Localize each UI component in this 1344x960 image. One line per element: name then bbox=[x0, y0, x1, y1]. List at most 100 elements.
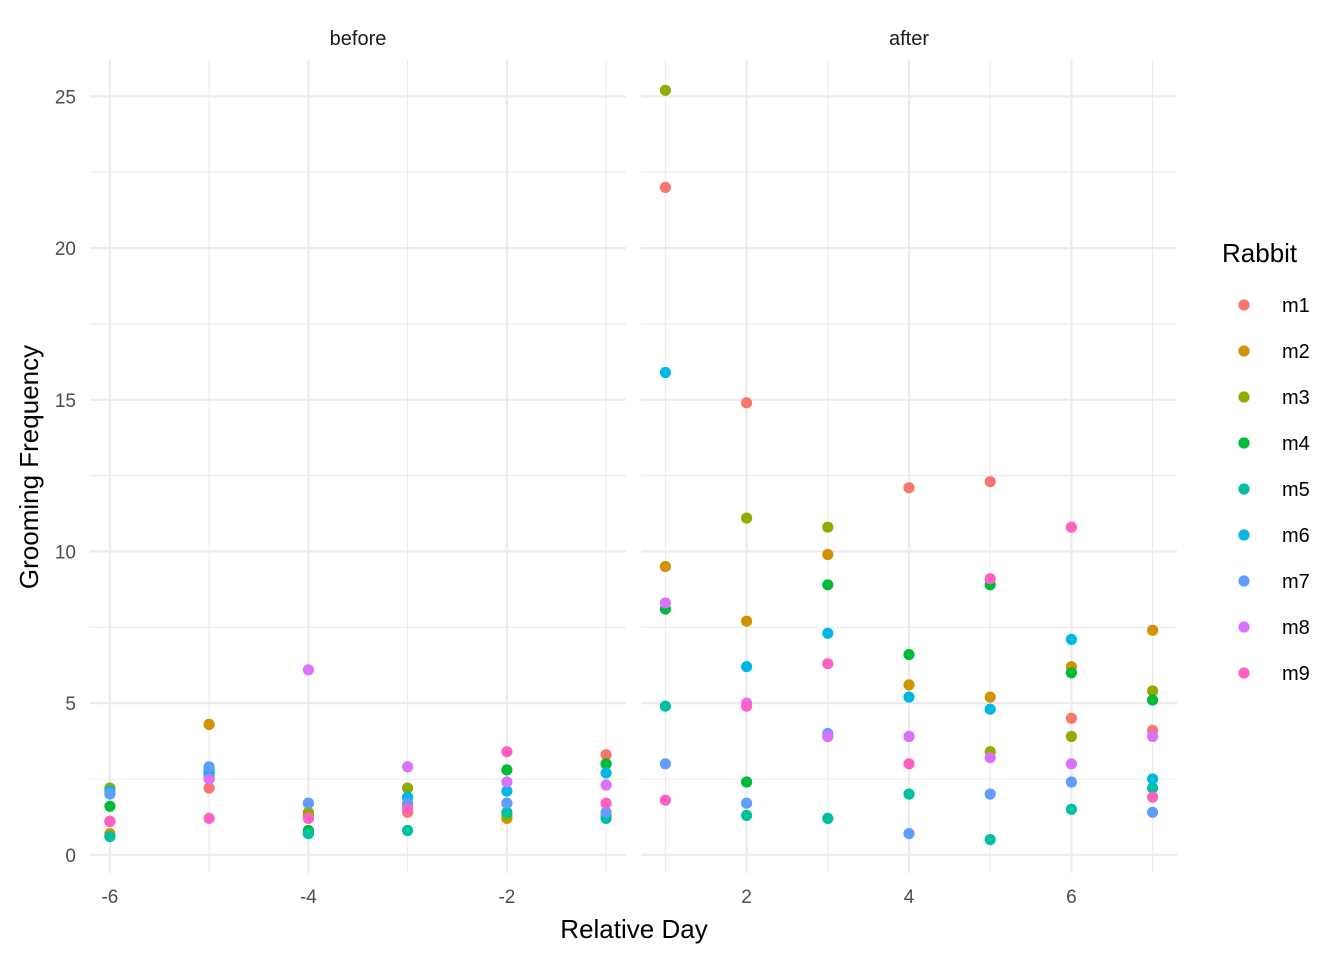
point-before-m9 bbox=[402, 803, 414, 815]
point-after-m7 bbox=[741, 797, 753, 809]
point-before-m7 bbox=[600, 806, 612, 818]
legend-key-m5 bbox=[1238, 483, 1250, 495]
point-after-m7 bbox=[1065, 776, 1077, 788]
point-after-m5 bbox=[1065, 803, 1077, 815]
point-before-m5 bbox=[302, 828, 314, 840]
point-before-m4 bbox=[600, 758, 612, 770]
legend-title: Rabbit bbox=[1222, 238, 1298, 268]
point-after-m3 bbox=[1065, 730, 1077, 743]
panel-after-points bbox=[659, 84, 1159, 846]
legend-key-m6 bbox=[1238, 529, 1250, 541]
point-after-m2 bbox=[984, 691, 996, 703]
point-after-m3 bbox=[741, 512, 753, 524]
panel-before-x-tick-labels: -6 -4 -2 bbox=[101, 887, 515, 908]
legend-key-m7 bbox=[1238, 575, 1250, 587]
point-before-m1 bbox=[600, 749, 612, 761]
point-before-m9 bbox=[501, 746, 513, 758]
point-after-m3 bbox=[822, 521, 834, 533]
point-before-m8 bbox=[203, 773, 215, 785]
point-after-m6 bbox=[659, 366, 672, 379]
point-before-m9 bbox=[302, 812, 314, 825]
point-before-m4 bbox=[104, 800, 116, 812]
point-after-m1 bbox=[1065, 712, 1077, 724]
point-after-m5 bbox=[741, 809, 753, 822]
point-after-m5 bbox=[822, 812, 834, 825]
x-tick-label: -4 bbox=[300, 887, 317, 908]
point-before-m7 bbox=[302, 797, 314, 809]
point-after-m3 bbox=[1147, 685, 1159, 697]
legend-key-m9 bbox=[1238, 667, 1250, 679]
legend-label-m6: m6 bbox=[1282, 525, 1310, 547]
legend-key-m8 bbox=[1238, 621, 1250, 633]
point-after-m9 bbox=[903, 758, 915, 770]
point-before-m6 bbox=[600, 767, 612, 779]
point-after-m2 bbox=[1147, 624, 1159, 636]
y-tick-label: 25 bbox=[55, 87, 76, 108]
legend-key-m3 bbox=[1238, 391, 1250, 403]
point-after-m2 bbox=[659, 561, 672, 573]
y-tick-labels: 0 5 10 15 20 25 bbox=[55, 87, 76, 866]
x-tick-label: 2 bbox=[741, 887, 752, 908]
point-after-m9 bbox=[822, 658, 834, 670]
point-before-m2 bbox=[203, 718, 215, 731]
panel-before-strip-label: before bbox=[330, 28, 387, 50]
point-after-m4 bbox=[822, 579, 834, 591]
legend-key-m1 bbox=[1238, 299, 1250, 311]
point-after-m8 bbox=[1065, 758, 1077, 770]
legend-label-m8: m8 bbox=[1282, 617, 1310, 639]
point-after-m4 bbox=[1065, 667, 1077, 679]
point-after-m7 bbox=[903, 828, 915, 840]
point-before-m7 bbox=[104, 788, 116, 800]
point-before-m7 bbox=[501, 797, 513, 809]
point-after-m4 bbox=[741, 776, 753, 788]
point-after-m9 bbox=[659, 794, 672, 806]
point-after-m7 bbox=[984, 788, 996, 800]
point-after-m8 bbox=[822, 730, 834, 743]
panel-before-grid bbox=[90, 60, 626, 873]
point-after-m6 bbox=[1147, 773, 1159, 785]
point-after-m6 bbox=[741, 661, 753, 673]
x-tick-label: -2 bbox=[498, 887, 515, 908]
legend-key-m2 bbox=[1238, 345, 1250, 357]
panel-after: after 2 4 6 bbox=[641, 28, 1177, 908]
point-after-m6 bbox=[984, 703, 996, 715]
point-after-m8 bbox=[903, 730, 915, 743]
point-before-m1 bbox=[203, 782, 215, 794]
x-axis-title: Relative Day bbox=[560, 914, 707, 944]
x-tick-label: 6 bbox=[1066, 887, 1077, 908]
point-before-m8 bbox=[501, 776, 513, 788]
point-after-m2 bbox=[822, 548, 834, 561]
point-after-m6 bbox=[822, 627, 834, 639]
legend-label-m2: m2 bbox=[1282, 341, 1310, 363]
point-after-m1 bbox=[903, 482, 915, 494]
point-before-m9 bbox=[203, 812, 215, 825]
legend-key-m4 bbox=[1238, 437, 1250, 449]
legend-items: m1 m2 m3 m4 m5 m6 m7 m8 m9 bbox=[1238, 295, 1310, 685]
point-after-m4 bbox=[903, 649, 915, 661]
legend-label-m4: m4 bbox=[1282, 433, 1310, 455]
point-before-m4 bbox=[501, 764, 513, 776]
point-before-m5 bbox=[104, 831, 116, 843]
panel-before-points bbox=[104, 664, 612, 843]
y-tick-label: 15 bbox=[55, 391, 76, 412]
y-tick-label: 5 bbox=[65, 694, 76, 715]
panel-after-x-tick-labels: 2 4 6 bbox=[741, 887, 1076, 908]
point-after-m5 bbox=[984, 834, 996, 846]
point-after-m4 bbox=[1147, 694, 1159, 706]
point-before-m3 bbox=[402, 782, 414, 794]
y-tick-label: 0 bbox=[65, 846, 76, 867]
x-tick-label: 4 bbox=[904, 887, 915, 908]
point-after-m1 bbox=[659, 181, 672, 193]
point-after-m8 bbox=[1147, 730, 1159, 743]
legend-label-m3: m3 bbox=[1282, 387, 1310, 409]
point-after-m9 bbox=[984, 573, 996, 585]
panel-after-strip-label: after bbox=[889, 28, 929, 50]
panel-before: before -6 -4 -2 bbox=[90, 28, 626, 908]
point-after-m2 bbox=[903, 679, 915, 691]
legend-label-m7: m7 bbox=[1282, 571, 1310, 593]
point-after-m2 bbox=[741, 615, 753, 627]
point-before-m5 bbox=[501, 806, 513, 818]
point-after-m5 bbox=[1147, 782, 1159, 794]
y-tick-label: 10 bbox=[55, 542, 76, 563]
